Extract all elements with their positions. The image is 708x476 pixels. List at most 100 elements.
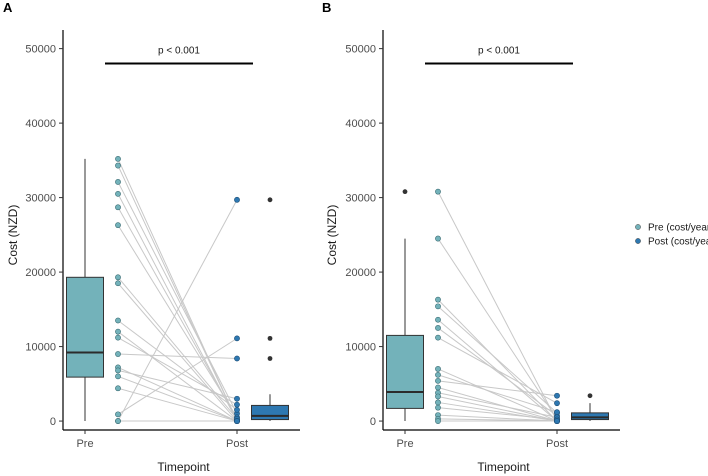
x-axis-title: Timepoint — [477, 460, 530, 474]
y-tick-label: 20000 — [345, 267, 376, 279]
y-tick-label: 30000 — [345, 193, 376, 205]
y-tick-label: 40000 — [345, 118, 376, 130]
box-pre — [66, 276, 104, 378]
pre-point — [115, 373, 121, 380]
pre-point — [435, 377, 441, 384]
post-point — [234, 335, 240, 342]
post-point — [554, 418, 560, 424]
panel-b: B 0 10000 20000 30000 40000 50000 Pre Post Timepo… — [322, 0, 620, 474]
pair-line — [117, 337, 238, 415]
pre-point — [435, 188, 441, 195]
pre-point — [115, 179, 121, 185]
pre-point — [115, 274, 121, 281]
box-post — [571, 412, 609, 421]
pre-point — [115, 280, 121, 287]
x-tick-label: Post — [226, 438, 248, 450]
y-tick-label: 0 — [370, 416, 376, 428]
post-point — [554, 409, 560, 416]
pair-line — [437, 414, 558, 422]
pre-point — [435, 393, 441, 400]
pair-line — [437, 368, 558, 422]
y-tick-label: 10000 — [25, 342, 56, 354]
pre-point — [435, 418, 441, 424]
pair-line — [437, 238, 558, 420]
pair-line — [117, 353, 238, 359]
pair-line — [437, 191, 558, 422]
post-point — [234, 196, 240, 203]
pre-point — [435, 334, 441, 341]
box-pre — [386, 334, 424, 409]
y-tick-label: 0 — [50, 416, 56, 428]
pre-point — [115, 418, 121, 424]
pre-point — [115, 204, 121, 211]
legend-label: Pre (cost/year) — [648, 223, 708, 234]
legend: Pre (cost/year) Post (cost/year) — [635, 223, 708, 248]
pair-line — [117, 387, 238, 422]
x-tick-label: Pre — [76, 438, 93, 450]
pre-point — [435, 384, 441, 391]
pre-point — [435, 235, 441, 242]
panel-label: B — [322, 0, 331, 15]
y-tick-label: 10000 — [345, 342, 376, 354]
pair-line — [437, 387, 558, 422]
pre-point — [115, 411, 121, 418]
pre-point — [115, 367, 121, 374]
outlier-pre — [402, 189, 408, 195]
pair-line — [437, 392, 558, 418]
pair-line — [437, 407, 558, 421]
pre-point — [115, 162, 121, 169]
pre-point — [115, 385, 121, 392]
pair-line — [117, 320, 238, 411]
pre-point — [115, 155, 121, 162]
pair-line — [437, 337, 558, 404]
post-point — [554, 392, 560, 399]
post-point — [234, 355, 240, 362]
pre-point — [115, 328, 121, 335]
pair-line — [117, 199, 238, 422]
panel-a: A 0 10000 20000 30000 40000 50000 Pre Post Timepo… — [3, 0, 300, 474]
outlier-post — [267, 197, 273, 203]
post-point — [234, 418, 240, 424]
pre-point — [115, 317, 121, 324]
y-axis-title: Cost (NZD) — [325, 205, 339, 266]
pre-point — [435, 303, 441, 310]
x-tick-label: Post — [546, 438, 568, 450]
y-tick-label: 50000 — [345, 44, 376, 56]
outlier-post — [267, 356, 273, 361]
pre-point — [435, 399, 441, 406]
significance-label: p < 0.001 — [158, 46, 200, 57]
y-tick-label: 30000 — [25, 193, 56, 205]
y-tick-label: 20000 — [25, 267, 56, 279]
pair-line — [437, 395, 558, 422]
pair-line — [117, 181, 238, 414]
pre-point — [115, 190, 121, 197]
pair-line — [117, 207, 238, 420]
y-tick-label: 40000 — [25, 118, 56, 130]
legend-label: Post (cost/year) — [648, 237, 708, 248]
pre-point — [435, 325, 441, 331]
post-point — [234, 401, 240, 408]
post-point — [234, 395, 240, 402]
y-axis-title: Cost (NZD) — [6, 205, 20, 266]
pair-line — [437, 305, 558, 414]
y-tick-label: 50000 — [25, 44, 56, 56]
pre-point — [435, 404, 441, 411]
legend-marker — [635, 224, 641, 230]
pre-point — [435, 296, 441, 303]
outlier-post — [587, 393, 593, 399]
x-tick-label: Pre — [396, 438, 413, 450]
panel-label: A — [3, 0, 13, 15]
legend-marker — [635, 238, 641, 244]
pair-line — [437, 327, 558, 417]
pair-line — [117, 224, 238, 418]
significance-label: p < 0.001 — [478, 46, 520, 57]
pre-point — [435, 366, 441, 372]
pre-point — [115, 351, 121, 357]
pair-line — [437, 380, 558, 397]
pair-line — [117, 282, 238, 422]
pre-point — [115, 334, 121, 341]
pre-point — [435, 371, 441, 378]
pair-line — [117, 165, 238, 422]
x-axis-title: Timepoint — [157, 460, 210, 474]
